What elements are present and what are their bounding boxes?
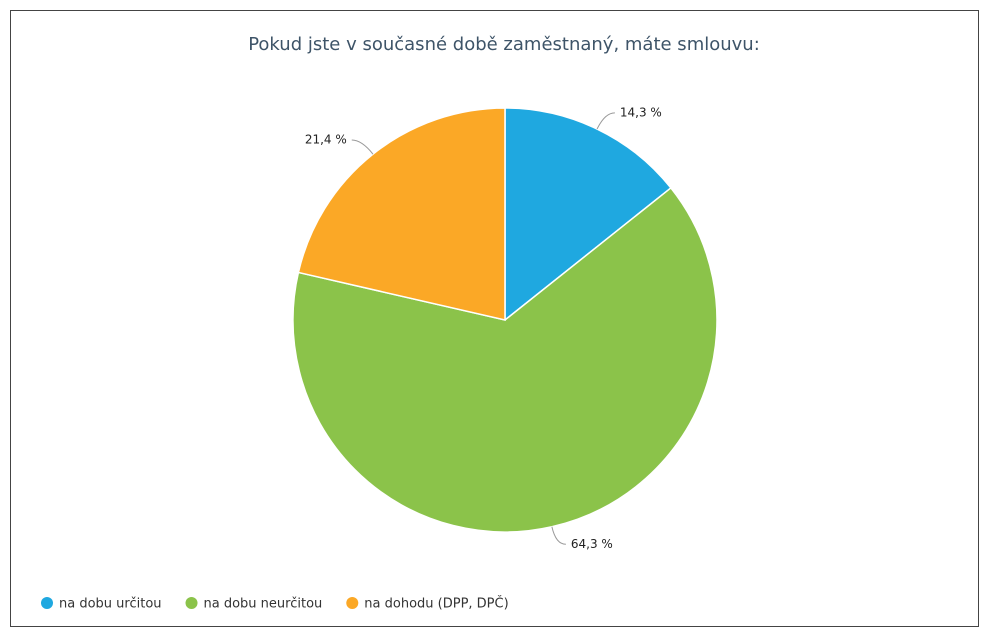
legend-label: na dohodu (DPP, DPČ) bbox=[364, 596, 508, 612]
chart-title: Pokud jste v současné době zaměstnaný, m… bbox=[248, 34, 760, 55]
pie-slice bbox=[292, 186, 718, 533]
data-label: 64,3 % bbox=[571, 537, 613, 551]
data-label: 14,3 % bbox=[620, 105, 662, 119]
legend-label: na dobu určitou bbox=[59, 597, 162, 612]
legend-label: na dobu neurčitou bbox=[204, 597, 323, 612]
legend-marker bbox=[41, 597, 53, 609]
label-connector bbox=[551, 526, 566, 545]
label-connector bbox=[351, 139, 374, 155]
legend-marker bbox=[185, 597, 198, 609]
data-label: 21,4 % bbox=[305, 133, 347, 147]
legend-marker bbox=[346, 597, 359, 609]
label-connector bbox=[596, 112, 615, 130]
